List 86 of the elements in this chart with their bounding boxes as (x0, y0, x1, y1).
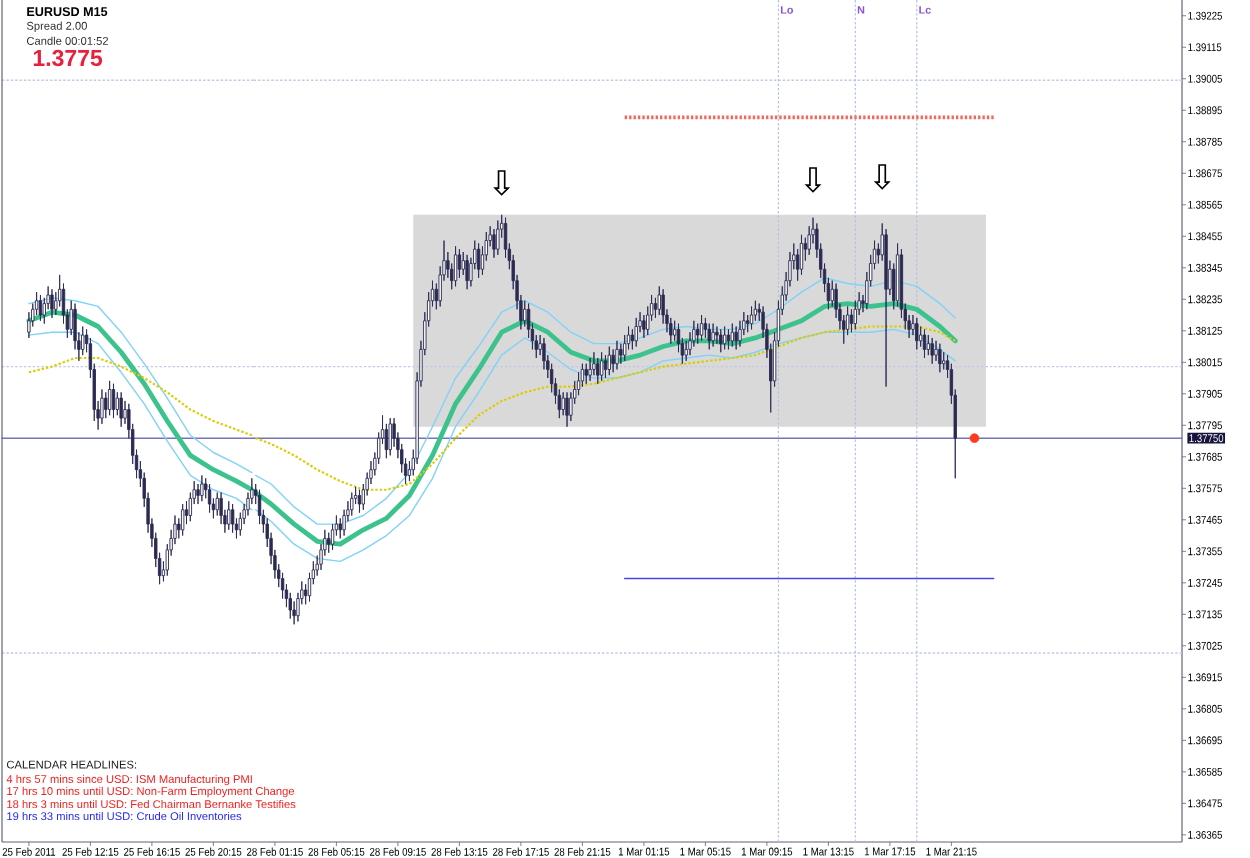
candlestick (107, 380, 112, 416)
candlestick (942, 351, 946, 370)
candlestick (496, 220, 500, 256)
candlestick (238, 512, 242, 536)
candlestick (200, 474, 204, 502)
candlestick (330, 523, 335, 551)
candlestick (807, 225, 811, 256)
candlestick (849, 308, 854, 333)
candlestick (576, 371, 581, 396)
annotation: ⇩ (804, 167, 822, 193)
candlestick (111, 383, 116, 419)
candlestick (753, 300, 758, 322)
candlestick (738, 320, 742, 347)
candlestick (853, 300, 857, 330)
candlestick (615, 340, 619, 370)
candlestick (719, 328, 723, 353)
candlestick (711, 323, 715, 347)
candlestick (642, 314, 646, 339)
candlestick (384, 423, 389, 459)
candlestick (696, 323, 700, 345)
candlestick (661, 288, 665, 325)
candlestick (350, 492, 354, 516)
candlestick (338, 517, 342, 539)
candlestick (207, 483, 212, 514)
candlestick (580, 363, 585, 388)
candlestick (845, 305, 850, 336)
candlestick (619, 343, 623, 365)
candlestick (634, 317, 638, 347)
candlestick (730, 323, 734, 347)
candlestick (611, 348, 615, 373)
candlestick (227, 500, 231, 531)
candlestick (592, 351, 596, 376)
candlestick (734, 326, 738, 350)
candlestick (119, 391, 123, 428)
candlestick (215, 492, 219, 516)
candlestick (684, 340, 688, 362)
candlestick (565, 391, 569, 428)
candlestick (749, 305, 754, 330)
candlestick (288, 592, 292, 620)
candlestick (799, 234, 804, 276)
candlestick (388, 417, 392, 456)
candlestick (722, 326, 727, 350)
candlestick (584, 363, 588, 385)
annotation: ⇩ (873, 164, 891, 190)
candlestick (596, 357, 600, 385)
candlestick (219, 492, 223, 525)
candlestick (542, 337, 546, 370)
candlestick (915, 317, 919, 350)
candlestick (669, 317, 673, 345)
candlestick (588, 357, 592, 382)
candlestick (707, 323, 711, 350)
candlestick (922, 328, 927, 359)
candlestick (453, 245, 458, 287)
candlestick (926, 334, 930, 356)
candlestick (657, 285, 661, 316)
candlestick (599, 351, 604, 382)
candlestick (726, 328, 731, 350)
candlestick (938, 343, 942, 373)
candlestick (492, 228, 496, 259)
candlestick (196, 483, 200, 505)
candlestick (692, 320, 696, 347)
candlestick (100, 389, 104, 425)
candlestick (327, 532, 331, 554)
candlestick (292, 600, 296, 625)
candlestick (607, 346, 611, 376)
candlestick (699, 314, 704, 342)
candlestick (280, 572, 285, 600)
candlestick (38, 294, 43, 322)
annotation: 1.3775 (33, 49, 103, 67)
candlestick (930, 337, 934, 365)
candlestick (457, 248, 462, 279)
candlestick (884, 228, 888, 388)
candlestick (465, 254, 469, 290)
candlestick (746, 314, 750, 333)
candlestick (27, 311, 31, 339)
candlestick (257, 489, 262, 525)
candlestick (50, 288, 54, 319)
candlestick (476, 242, 481, 279)
candlestick (230, 503, 235, 534)
candlestick (342, 509, 346, 536)
candlestick (715, 326, 719, 345)
candlestick (603, 354, 608, 379)
candlestick (357, 489, 362, 514)
candlestick (81, 326, 85, 356)
candlestick (623, 334, 627, 362)
annotation: ⇩ (493, 170, 511, 196)
